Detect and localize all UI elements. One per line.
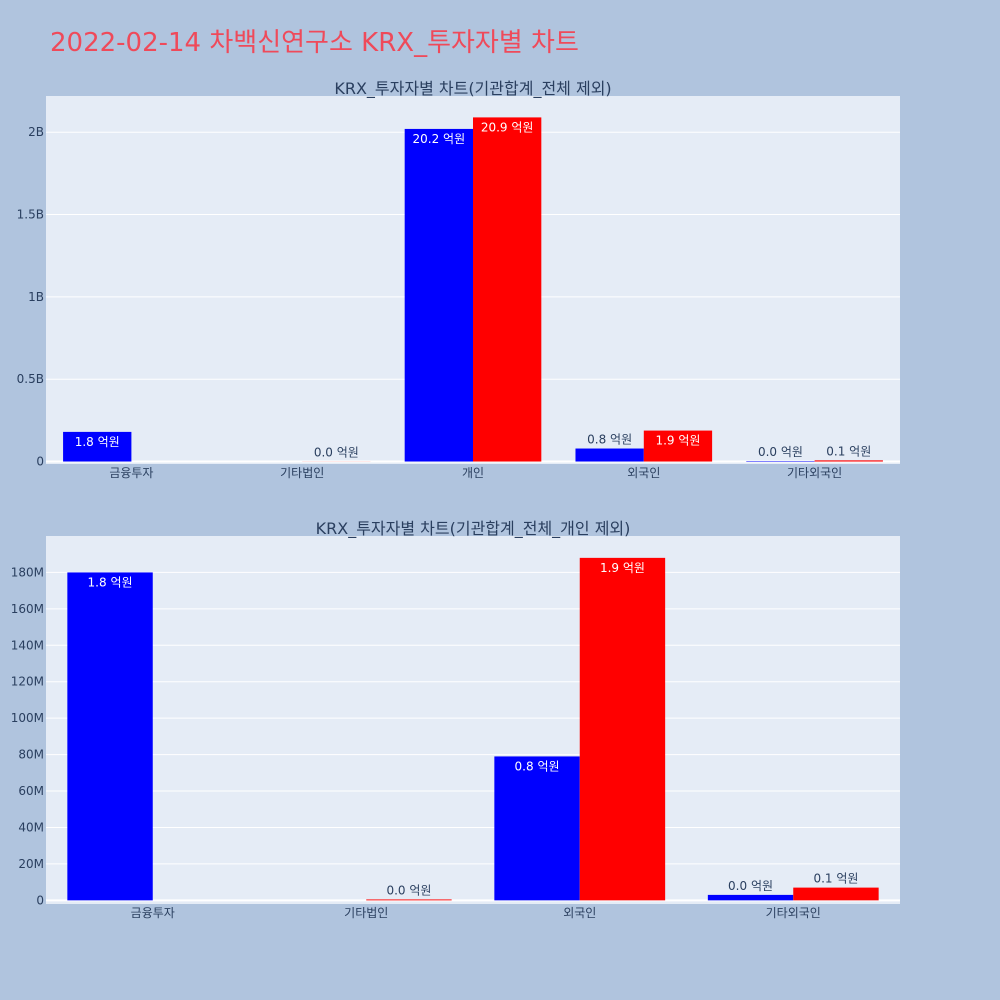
chart-title: KRX_투자자별 차트(기관합계_전체 제외) [334, 79, 611, 99]
bar-data-label: 0.1 억원 [813, 872, 858, 886]
x-tick-label: 기타외국인 [766, 906, 821, 920]
y-tick-label: 80M [18, 748, 44, 762]
bar [643, 430, 713, 462]
y-tick-label: 0 [36, 893, 44, 907]
x-tick-label: 개인 [462, 466, 484, 480]
bar [814, 460, 883, 462]
bar [63, 431, 132, 462]
y-tick-label: 60M [18, 784, 44, 798]
y-tick-label: 100M [11, 711, 44, 725]
bar-data-label: 0.8 억원 [587, 433, 632, 447]
bar [575, 448, 644, 462]
y-tick-label: 1B [28, 290, 44, 304]
bar-data-label: 1.9 억원 [600, 561, 645, 575]
page-title: 2022-02-14 차백신연구소 KRX_투자자별 차트 [50, 28, 579, 58]
bar [494, 756, 580, 901]
bar-data-label: 0.0 억원 [314, 445, 359, 459]
y-tick-label: 2B [28, 125, 44, 139]
x-tick-label: 기타법인 [280, 466, 324, 480]
bar-data-label: 0.0 억원 [728, 879, 773, 893]
y-tick-label: 120M [11, 675, 44, 689]
bar-data-label: 0.0 억원 [386, 883, 431, 897]
bar [67, 572, 153, 901]
chart-institution-excluded: 0 0.5B 1B 1.5B 2B KRX_투자자별 차트(기관합계_전체 제외) 금융투자… [17, 79, 900, 480]
bar [579, 557, 666, 901]
x-tick-label: 외국인 [627, 466, 660, 480]
bar-data-label: 0.0 억원 [758, 445, 803, 459]
bar [404, 128, 473, 462]
x-tick-label: 기타외국인 [787, 466, 842, 480]
bar-data-label: 20.2 억원 [413, 132, 466, 146]
bar-data-label: 20.9 억원 [481, 120, 534, 134]
bar-data-label: 0.1 억원 [826, 444, 871, 458]
bar [366, 899, 452, 901]
bar-data-label: 1.9 억원 [655, 434, 700, 448]
y-tick-label: 40M [18, 820, 44, 834]
x-tick-label: 금융투자 [131, 906, 175, 920]
bar [707, 894, 794, 901]
chart-title: KRX_투자자별 차트(기관합계_전체_개인 제외) [316, 519, 631, 539]
bar-data-label: 1.8 억원 [88, 575, 133, 589]
bar [473, 117, 542, 462]
plot-area [46, 536, 900, 904]
x-tick-label: 외국인 [563, 906, 596, 920]
bar-data-label: 0.8 억원 [515, 759, 560, 773]
x-tick-label: 기타법인 [344, 906, 388, 920]
x-tick-label: 금융투자 [109, 466, 153, 480]
bar [793, 887, 879, 901]
y-tick-label: 160M [11, 602, 44, 616]
y-tick-label: 0.5B [17, 372, 44, 386]
y-tick-label: 20M [18, 857, 44, 871]
y-tick-label: 180M [11, 565, 44, 579]
y-tick-label: 140M [11, 638, 44, 652]
bar-data-label: 1.8 억원 [75, 435, 120, 449]
y-tick-label: 1.5B [17, 208, 44, 222]
y-tick-label: 0 [36, 455, 44, 469]
